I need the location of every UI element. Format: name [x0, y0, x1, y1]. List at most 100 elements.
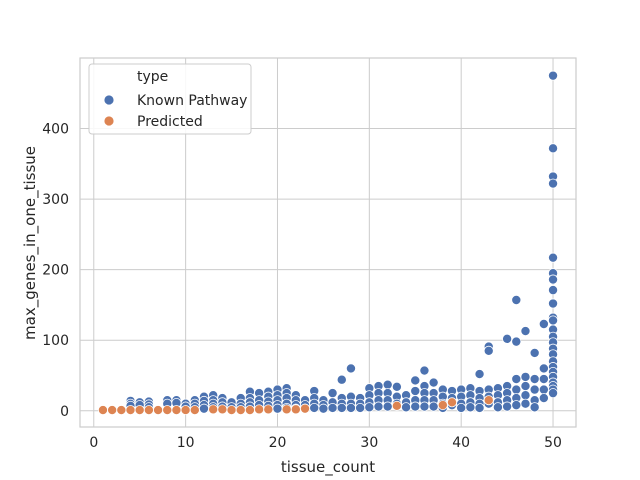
data-point-known-pathway [548, 315, 559, 326]
data-point-known-pathway [419, 401, 430, 412]
tick-labels: 0 10 20 30 40 50 0 100 200 300 400 [42, 122, 562, 451]
data-point-known-pathway [355, 402, 366, 413]
data-point-known-pathway [318, 403, 329, 414]
data-point-known-pathway [538, 384, 549, 395]
data-point-predicted [217, 404, 228, 415]
data-point-known-pathway [511, 400, 522, 411]
x-tick-label: 20 [269, 435, 287, 451]
data-point-known-pathway [538, 374, 549, 385]
data-point-known-pathway [520, 326, 531, 337]
data-point-known-pathway [336, 374, 347, 385]
legend-marker-predicted [103, 115, 115, 127]
data-point-known-pathway [401, 402, 412, 413]
data-point-known-pathway [428, 377, 439, 388]
x-tick-label: 40 [452, 435, 470, 451]
legend-title: type [137, 69, 168, 85]
data-point-known-pathway [511, 384, 522, 395]
data-point-known-pathway [391, 381, 402, 392]
data-point-known-pathway [520, 381, 531, 392]
data-point-predicted [235, 405, 246, 416]
data-point-known-pathway [520, 390, 531, 401]
y-tick-label: 300 [42, 192, 69, 208]
data-point-known-pathway [474, 369, 485, 380]
data-point-known-pathway [529, 374, 540, 385]
data-point-predicted [483, 395, 494, 406]
data-point-known-pathway [548, 285, 559, 296]
data-point-predicted [162, 405, 173, 416]
data-point-known-pathway [520, 398, 531, 409]
data-point-predicted [189, 405, 200, 416]
data-point-known-pathway [492, 402, 503, 413]
data-point-known-pathway [529, 402, 540, 413]
data-point-predicted [437, 400, 448, 411]
data-point-predicted [97, 405, 108, 416]
data-point-predicted [290, 404, 301, 415]
data-point-known-pathway [410, 401, 421, 412]
data-point-known-pathway [345, 363, 356, 374]
y-tick-label: 400 [42, 122, 69, 138]
data-point-known-pathway [502, 401, 513, 412]
x-tick-label: 0 [89, 435, 98, 451]
data-point-known-pathway [520, 371, 531, 382]
data-point-known-pathway [548, 143, 559, 154]
data-point-predicted [446, 397, 457, 408]
data-point-predicted [391, 400, 402, 411]
data-point-known-pathway [538, 318, 549, 329]
data-point-predicted [116, 405, 127, 416]
y-tick-label: 200 [42, 263, 69, 279]
data-point-predicted [226, 405, 237, 416]
data-point-known-pathway [511, 295, 522, 306]
data-point-predicted [125, 405, 136, 416]
data-point-known-pathway [538, 393, 549, 404]
data-point-known-pathway [538, 363, 549, 374]
x-tick-label: 50 [544, 435, 562, 451]
data-point-predicted [107, 405, 118, 416]
data-point-known-pathway [336, 402, 347, 413]
data-point-known-pathway [272, 403, 283, 414]
data-point-known-pathway [529, 384, 540, 395]
data-points [97, 70, 559, 416]
y-tick-label: 100 [42, 333, 69, 349]
data-point-known-pathway [548, 178, 559, 189]
data-point-known-pathway [373, 401, 384, 412]
data-point-known-pathway [327, 388, 338, 399]
data-point-known-pathway [483, 345, 494, 356]
data-point-known-pathway [456, 402, 467, 413]
data-point-known-pathway [382, 401, 393, 412]
data-point-known-pathway [502, 333, 513, 344]
data-point-predicted [180, 405, 191, 416]
data-point-predicted [300, 403, 311, 414]
data-point-known-pathway [327, 402, 338, 413]
data-point-known-pathway [548, 252, 559, 263]
legend-label-known-pathway: Known Pathway [137, 93, 247, 109]
grid [80, 58, 576, 427]
data-point-known-pathway [548, 274, 559, 285]
y-axis-label: max_genes_in_one_tissue [21, 146, 40, 340]
y-tick-label: 0 [60, 404, 69, 420]
data-point-predicted [134, 405, 145, 416]
data-point-known-pathway [428, 401, 439, 412]
x-axis-label: tissue_count [281, 458, 375, 477]
data-point-known-pathway [474, 402, 485, 413]
data-point-predicted [171, 405, 182, 416]
data-point-known-pathway [548, 70, 559, 81]
data-point-known-pathway [198, 403, 209, 414]
data-point-known-pathway [529, 347, 540, 358]
data-point-predicted [281, 404, 292, 415]
data-point-predicted [263, 404, 274, 415]
plot-frame [79, 57, 577, 428]
data-point-known-pathway [309, 402, 320, 413]
legend: type Known Pathway Predicted [88, 63, 252, 135]
data-point-known-pathway [548, 298, 559, 309]
legend-box [88, 63, 252, 135]
data-point-known-pathway [410, 386, 421, 397]
legend-marker-known-pathway [103, 94, 115, 106]
data-point-predicted [244, 405, 255, 416]
data-point-predicted [143, 405, 154, 416]
data-point-known-pathway [419, 365, 430, 376]
data-point-known-pathway [511, 336, 522, 347]
data-point-known-pathway [410, 375, 421, 386]
x-tick-label: 10 [177, 435, 195, 451]
data-point-predicted [208, 404, 219, 415]
